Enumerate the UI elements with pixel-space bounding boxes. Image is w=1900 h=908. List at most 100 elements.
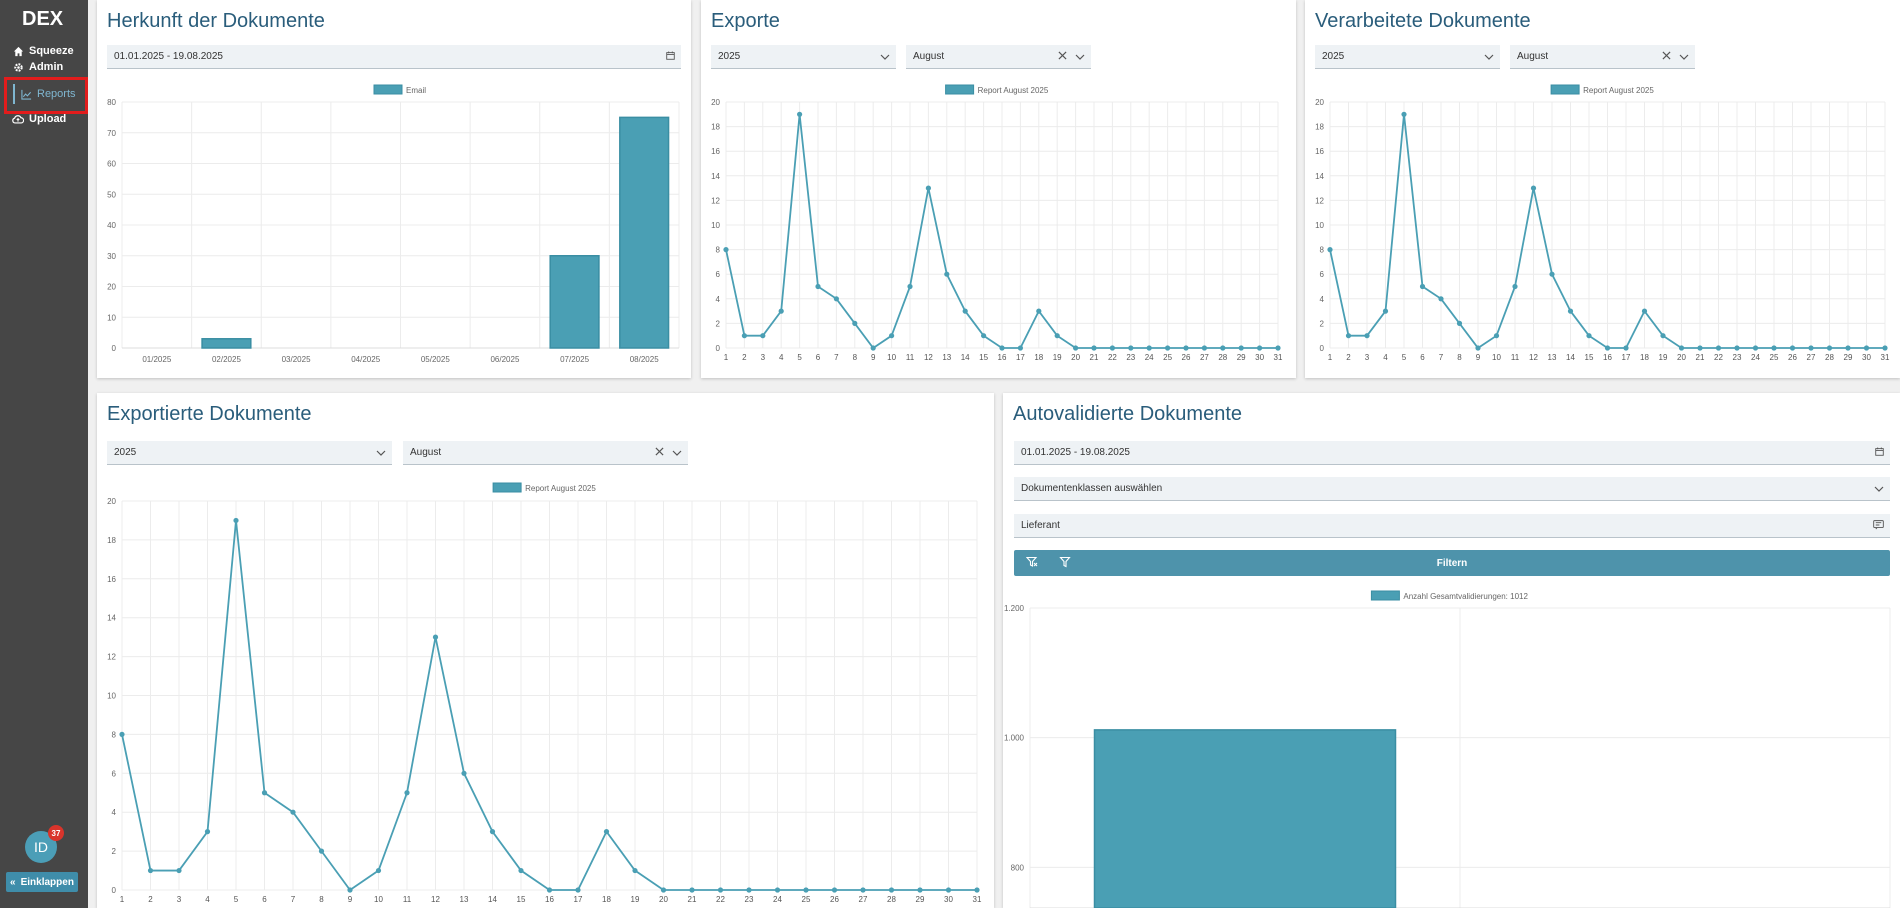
y-tick-label: 12 (107, 653, 116, 662)
data-point (1789, 345, 1796, 351)
collapse-sidebar-button[interactable]: « Einklappen (6, 872, 78, 892)
filter-label: Filtern (1436, 557, 1468, 569)
x-tick-label: 27 (859, 895, 868, 904)
data-point (632, 867, 638, 874)
data-point (888, 887, 895, 893)
month-select[interactable]: August (906, 45, 1091, 69)
month-value: August (913, 51, 945, 62)
sidebar-item-label: Reports (37, 88, 76, 100)
x-tick-label: 02/2025 (212, 355, 241, 364)
legend-swatch (1550, 84, 1580, 95)
data-point (1438, 296, 1444, 302)
filter-icon[interactable] (1059, 556, 1071, 571)
app-logo: DEX (22, 8, 64, 30)
data-point (1275, 345, 1281, 351)
x-tick-label: 7 (291, 895, 296, 904)
data-point (1109, 345, 1115, 351)
data-point (1054, 333, 1060, 339)
x-tick-label: 29 (916, 895, 925, 904)
x-tick-label: 04/2025 (351, 355, 380, 364)
card-exportierte: Exportierte Dokumente 2025 August Report… (97, 393, 994, 908)
data-point (575, 887, 581, 893)
data-point (803, 887, 809, 893)
x-tick-label: 26 (1182, 353, 1191, 362)
data-point (831, 887, 838, 893)
y-tick-label: 0 (716, 344, 721, 353)
x-tick-label: 13 (942, 353, 951, 362)
sidebar-item-upload[interactable]: Upload (12, 109, 66, 129)
y-tick-label: 2 (716, 319, 721, 328)
date-range-field[interactable]: 01.01.2025 - 19.08.2025 (1014, 441, 1890, 465)
data-point (1238, 345, 1244, 351)
x-tick-label: 6 (816, 353, 821, 362)
year-value: 2025 (114, 447, 137, 458)
data-point (717, 887, 724, 893)
data-point (797, 111, 803, 117)
data-point (723, 247, 729, 253)
data-point (1845, 345, 1851, 351)
sidebar-item-label: Squeeze (29, 45, 74, 57)
clear-icon[interactable] (1058, 51, 1067, 63)
y-tick-label: 12 (711, 196, 720, 205)
x-tick-label: 6 (262, 895, 267, 904)
y-tick-label: 18 (107, 536, 116, 545)
year-select[interactable]: 2025 (107, 441, 392, 465)
sidebar-item-admin[interactable]: Admin (12, 61, 63, 75)
clear-icon[interactable] (655, 447, 664, 459)
year-select[interactable]: 2025 (1315, 45, 1500, 69)
y-tick-label: 10 (1315, 221, 1324, 230)
x-tick-label: 16 (998, 353, 1007, 362)
data-point (760, 333, 766, 339)
filter-clear-icon[interactable] (1025, 556, 1038, 571)
sidebar-item-reports[interactable]: Reports (20, 84, 76, 104)
x-tick-label: 16 (1603, 353, 1612, 362)
y-tick-label: 30 (107, 252, 116, 261)
data-point (404, 790, 410, 796)
y-tick-label: 20 (107, 283, 116, 292)
date-range-field[interactable]: 01.01.2025 - 19.08.2025 (107, 45, 681, 69)
month-select[interactable]: August (403, 441, 688, 465)
x-tick-label: 28 (1218, 353, 1227, 362)
x-tick-label: 15 (517, 895, 526, 904)
filter-button[interactable]: Filtern (1014, 550, 1890, 576)
supplier-field[interactable]: Lieferant (1014, 514, 1890, 538)
data-point (1364, 333, 1370, 339)
chart-herkunft: Email 0 10 20 30 40 50 60 70 80 01/2025 02/2025 03/2… (107, 84, 680, 364)
data-point (119, 731, 125, 737)
data-point (944, 271, 950, 277)
x-tick-label: 03/2025 (282, 355, 311, 364)
data-point (1036, 308, 1042, 314)
x-tick-label: 21 (688, 895, 697, 904)
y-tick-label: 70 (107, 129, 116, 138)
search-list-icon[interactable] (1873, 519, 1884, 533)
y-tick-label: 12 (1315, 196, 1324, 205)
calendar-icon[interactable] (1875, 447, 1884, 459)
calendar-icon[interactable] (666, 51, 675, 63)
data-point (1771, 345, 1777, 351)
collapse-label: Einklappen (20, 876, 74, 888)
data-point (833, 296, 839, 302)
sidebar-item-squeeze[interactable]: Squeeze (12, 41, 74, 61)
month-select[interactable]: August (1510, 45, 1695, 69)
x-tick-label: 25 (802, 895, 811, 904)
document-class-select[interactable]: Dokumentenklassen auswählen (1014, 477, 1890, 501)
data-point (1734, 345, 1740, 351)
x-tick-label: 07/2025 (560, 355, 589, 364)
data-point (1512, 283, 1518, 290)
year-select[interactable]: 2025 (711, 45, 896, 69)
y-tick-label: 16 (1315, 147, 1324, 156)
chevron-double-left-icon: « (10, 876, 16, 888)
data-point (1128, 345, 1134, 351)
date-range-value: 01.01.2025 - 19.08.2025 (114, 51, 223, 62)
y-tick-label: 8 (112, 730, 117, 739)
x-tick-label: 23 (1126, 353, 1135, 362)
data-point (1475, 345, 1481, 351)
data-point (1257, 345, 1263, 351)
y-tick-label: 10 (107, 692, 116, 701)
data-point (546, 887, 553, 893)
y-tick-label: 4 (716, 295, 721, 304)
y-tick-label: 2 (112, 847, 117, 856)
clear-icon[interactable] (1662, 51, 1671, 63)
y-tick-label: 2 (1320, 319, 1325, 328)
